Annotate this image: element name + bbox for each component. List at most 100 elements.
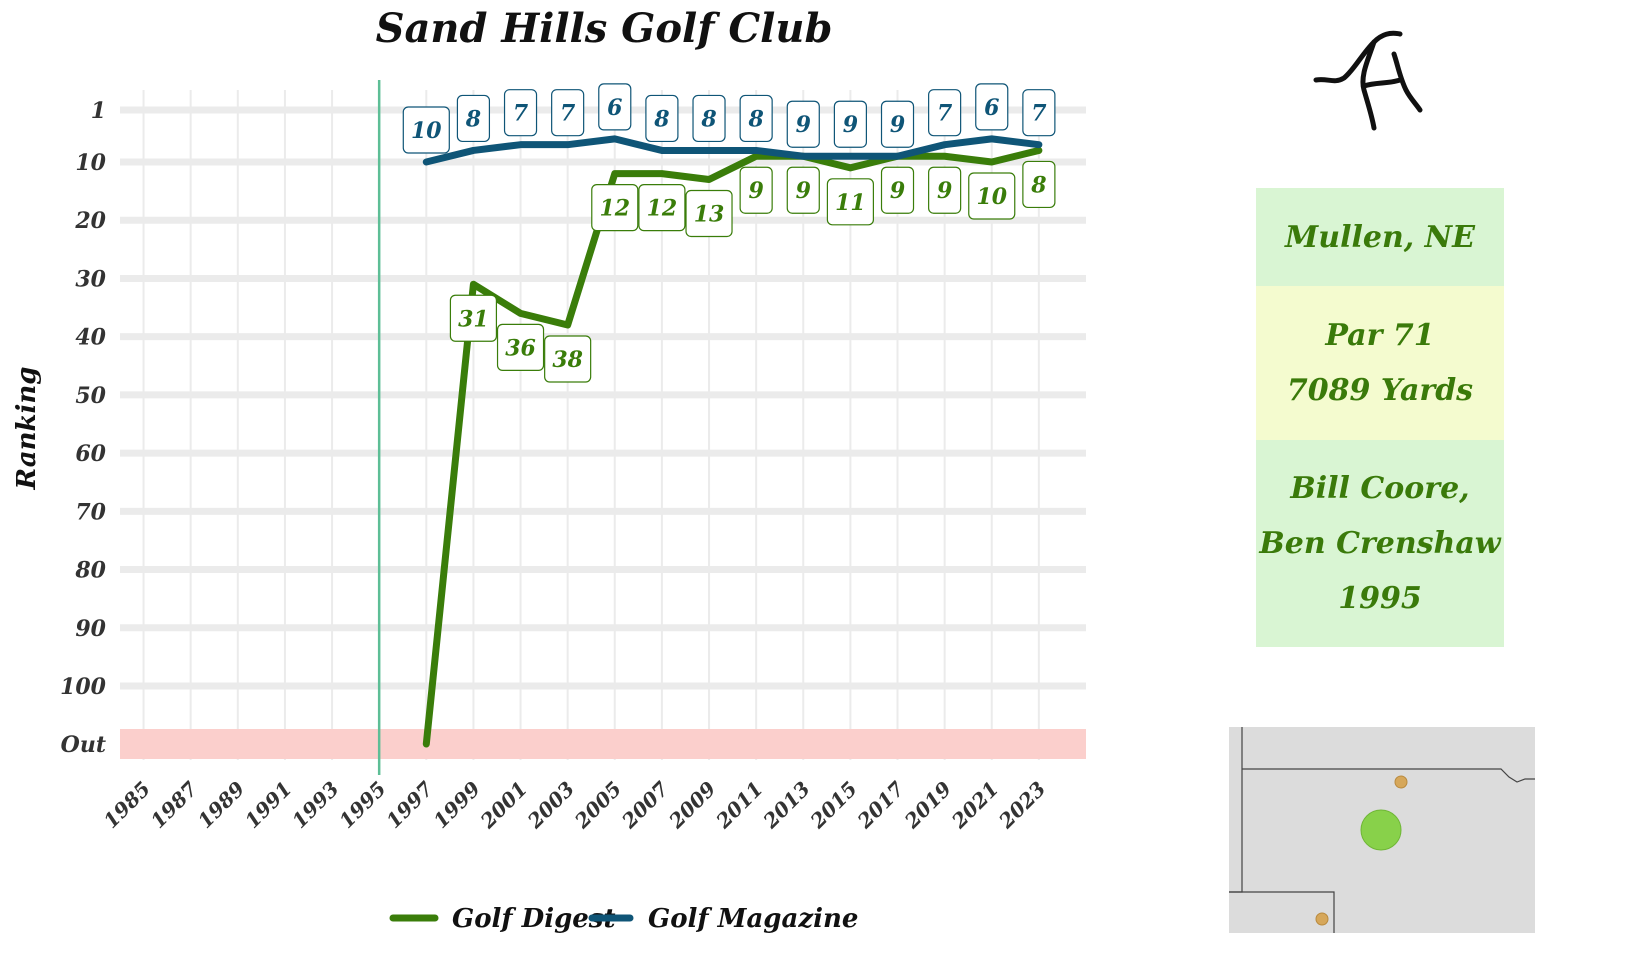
data-label-box bbox=[685, 189, 733, 238]
course-info-panel: Mullen, NE Par 71 7089 Yards Bill Coore,… bbox=[1256, 188, 1504, 647]
data-label-text: 7 bbox=[937, 101, 953, 127]
data-label: 8 bbox=[456, 94, 491, 143]
y-tick-label: 50 bbox=[75, 383, 106, 409]
x-tick-label: 1985 bbox=[99, 777, 155, 833]
y-axis-label: Ranking bbox=[12, 367, 42, 491]
series-lines bbox=[422, 135, 1043, 748]
course-designer: Bill Coore, Ben Crenshaw 1995 bbox=[1256, 440, 1504, 647]
chart-title: Sand Hills Golf Club bbox=[376, 5, 833, 52]
data-label-text: 7 bbox=[513, 101, 529, 127]
data-label: 31 bbox=[449, 294, 498, 342]
y-tick-label: 90 bbox=[75, 616, 106, 642]
course-par-yards: Par 71 7089 Yards bbox=[1256, 286, 1504, 440]
data-label-box bbox=[496, 323, 545, 371]
data-label: 36 bbox=[496, 323, 545, 371]
x-tick-label: 2015 bbox=[805, 777, 862, 834]
data-label: 10 bbox=[402, 106, 450, 154]
data-label-box bbox=[503, 89, 538, 137]
designer-1-text: Bill Coore, bbox=[1290, 471, 1470, 506]
data-label-text: 12 bbox=[647, 196, 678, 222]
course-location: Mullen, NE bbox=[1256, 188, 1504, 286]
data-label: 7 bbox=[503, 89, 538, 137]
data-label-text: 7 bbox=[1031, 101, 1047, 127]
data-label-text: 10 bbox=[411, 118, 442, 144]
data-label-box bbox=[638, 184, 686, 232]
data-label-text: 8 bbox=[653, 106, 669, 132]
data-label: 9 bbox=[833, 100, 867, 148]
map-other-course-marker bbox=[1315, 912, 1329, 926]
data-label-box bbox=[968, 172, 1016, 220]
data-label: 11 bbox=[826, 178, 874, 226]
y-tick-label: 70 bbox=[75, 499, 106, 525]
data-label: 38 bbox=[544, 335, 592, 383]
data-label-box bbox=[833, 100, 867, 148]
data-label-box bbox=[598, 83, 632, 131]
x-tick-label: 2005 bbox=[569, 777, 626, 834]
location-text: Mullen, NE bbox=[1285, 219, 1475, 255]
data-label: 12 bbox=[591, 184, 639, 232]
x-tick-label: 2013 bbox=[758, 777, 815, 834]
y-tick-label: 100 bbox=[60, 674, 107, 700]
y-tick-label: 30 bbox=[75, 266, 106, 292]
data-label: 13 bbox=[685, 189, 733, 238]
out-band bbox=[120, 729, 1086, 759]
state-border-south bbox=[1229, 891, 1335, 933]
data-label-text: 6 bbox=[984, 95, 999, 121]
data-label: 7 bbox=[928, 89, 962, 137]
yards-text: 7089 Yards bbox=[1286, 373, 1474, 408]
data-label-box bbox=[928, 89, 962, 137]
x-tick-label: 1993 bbox=[287, 777, 343, 833]
data-label-box bbox=[786, 100, 820, 148]
map-course-marker bbox=[1360, 809, 1402, 851]
data-label-box bbox=[880, 100, 915, 148]
designer-2-text: Ben Crenshaw bbox=[1259, 526, 1501, 561]
data-label-text: 36 bbox=[505, 335, 536, 361]
x-tick-label: 2011 bbox=[711, 777, 768, 834]
data-label-text: 9 bbox=[796, 112, 811, 138]
out-band-rect bbox=[120, 729, 1086, 759]
data-label-text: 10 bbox=[976, 184, 1007, 210]
y-tick-label: 1 bbox=[91, 98, 106, 124]
data-label-box bbox=[928, 166, 962, 214]
x-tick-label: 1999 bbox=[429, 777, 485, 833]
legend-golf-magazine: Golf Magazine bbox=[648, 904, 858, 934]
data-label: 12 bbox=[638, 184, 686, 232]
series-line-golf-digest bbox=[422, 146, 1043, 748]
legend: Golf Digest Golf Magazine bbox=[389, 904, 858, 934]
data-label-text: 9 bbox=[890, 178, 905, 204]
x-tick-label: 1997 bbox=[381, 777, 437, 833]
y-axis-ticks: 1 10 20 30 40 50 60 70 80 90 100 Out bbox=[60, 98, 107, 758]
state-border-west bbox=[1229, 727, 1243, 893]
data-label-box bbox=[1022, 160, 1056, 209]
data-label-box bbox=[692, 94, 726, 143]
data-label: 9 bbox=[880, 166, 915, 214]
x-tick-label: 1991 bbox=[240, 777, 296, 833]
data-label-box bbox=[1022, 89, 1056, 137]
x-tick-label: 2019 bbox=[899, 777, 956, 834]
data-label-box bbox=[739, 166, 773, 214]
data-label: 9 bbox=[786, 100, 820, 148]
data-label: 6 bbox=[975, 83, 1009, 131]
club-logo bbox=[1313, 30, 1423, 131]
x-tick-label: 2009 bbox=[664, 777, 721, 834]
data-label-text: 9 bbox=[796, 178, 811, 204]
data-label: 9 bbox=[880, 100, 915, 148]
y-tick-label: 40 bbox=[75, 325, 106, 351]
data-labels: 10 31 8 36 7 38 7 12 6 12 8 13 8 9 8 9 9 11 9 9 9 9 7 10 6 8 7 bbox=[402, 83, 1056, 383]
data-label-text: 6 bbox=[607, 95, 622, 121]
data-label-text: 12 bbox=[599, 196, 630, 222]
grid bbox=[120, 90, 1086, 760]
y-tick-label: 60 bbox=[75, 441, 106, 467]
state-border-north bbox=[1242, 768, 1535, 783]
data-label-text: 9 bbox=[843, 112, 858, 138]
x-tick-label: 2007 bbox=[616, 777, 673, 834]
data-label-box bbox=[786, 166, 820, 214]
data-label-box bbox=[456, 94, 491, 143]
y-tick-label: 20 bbox=[74, 208, 106, 234]
data-label: 6 bbox=[598, 83, 632, 131]
data-label-box bbox=[551, 89, 585, 137]
x-axis-ticks: 1985198719891991199319951997199920012003… bbox=[99, 777, 1051, 834]
map-svg bbox=[1229, 727, 1535, 933]
data-label: 7 bbox=[1022, 89, 1056, 137]
